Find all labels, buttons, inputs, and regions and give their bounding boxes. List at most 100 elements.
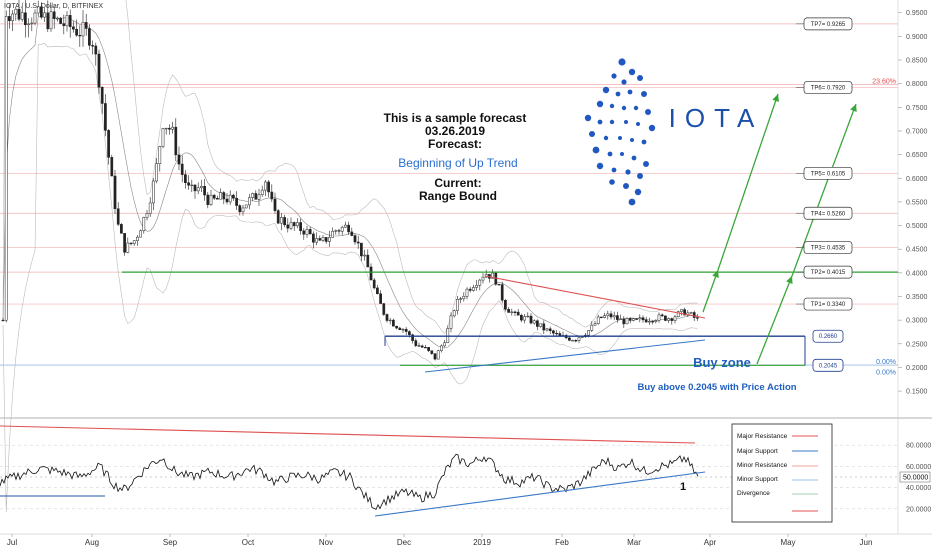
- candle-body: [552, 330, 555, 334]
- candle-body: [321, 237, 325, 241]
- logo-dot: [592, 146, 600, 154]
- candle-body: [356, 241, 360, 244]
- level-badge: [812, 329, 844, 343]
- logo-dot: [628, 68, 636, 76]
- candle-body: [302, 230, 306, 235]
- candle-body: [40, 6, 43, 18]
- candle-body: [78, 34, 82, 37]
- candle-body: [184, 174, 187, 184]
- candle-body: [475, 285, 478, 288]
- candle-body: [283, 217, 286, 226]
- legend-major-support: Major Support: [737, 448, 778, 455]
- candle-body: [456, 299, 459, 311]
- candle-body: [651, 321, 654, 323]
- symbol-header: IOTA / U.S. Dollar, D, BITFINEX: [4, 3, 103, 10]
- forecast-arrow-a2-head: [772, 94, 779, 102]
- candle-body: [248, 197, 251, 206]
- candle-body: [49, 11, 53, 30]
- candle-body: [97, 53, 101, 88]
- candle-body: [113, 175, 117, 209]
- price-tick-label: 0.4000: [906, 270, 928, 277]
- candle-body: [334, 230, 338, 232]
- candle-body: [190, 184, 194, 187]
- logo-dot: [627, 89, 633, 95]
- osc-resistance-line: [0, 425, 696, 444]
- candle-body: [200, 186, 203, 189]
- candle-body: [94, 45, 98, 55]
- price-tick-label: 0.6000: [906, 176, 928, 183]
- candle-body: [433, 353, 437, 360]
- time-tick-label: Apr: [704, 538, 717, 547]
- time-tick-label: Aug: [85, 538, 99, 547]
- candle-body: [120, 224, 123, 234]
- candle-body: [59, 18, 62, 24]
- price-tick-label: 0.3500: [906, 294, 928, 301]
- candle-body: [696, 317, 699, 319]
- candle-body: [648, 321, 651, 323]
- candle-body: [590, 324, 594, 331]
- annotation-current-label: Current:: [434, 176, 481, 190]
- candle-body: [622, 318, 626, 325]
- candle-body: [174, 126, 178, 156]
- candle-body: [654, 320, 658, 322]
- candle-body: [382, 303, 386, 315]
- logo-dot: [611, 167, 617, 173]
- candle-body: [104, 103, 107, 131]
- candle-body: [523, 316, 526, 321]
- candle-body: [673, 316, 677, 321]
- target-label: TP7= 0.9265: [811, 22, 846, 28]
- candle-body: [52, 11, 56, 19]
- candle-body: [193, 184, 197, 192]
- candle-body: [212, 194, 216, 199]
- candle-body: [312, 233, 315, 243]
- candle-body: [148, 202, 152, 214]
- candle-body: [529, 315, 533, 324]
- forecast-annotation: This is a sample forecast 03.26.2019 For…: [384, 111, 527, 203]
- candle-body: [107, 130, 110, 158]
- logo-dot: [621, 105, 627, 111]
- candle-body: [270, 191, 274, 200]
- candle-body: [632, 318, 635, 321]
- candle-body: [225, 198, 229, 203]
- annotation-line1: This is a sample forecast: [384, 111, 527, 125]
- candle-body: [299, 222, 302, 232]
- time-tick-label: Dec: [397, 538, 411, 547]
- candle-body: [635, 318, 638, 320]
- candle-body: [596, 316, 600, 324]
- candle-body: [420, 345, 424, 348]
- candle-body: [536, 320, 539, 327]
- candle-body: [625, 318, 629, 325]
- candle-body: [75, 28, 78, 36]
- lower-band: [2, 43, 698, 513]
- forecast-arrow-a1: [702, 269, 719, 313]
- time-tick-label: Mar: [627, 538, 641, 547]
- candle-body: [180, 163, 184, 175]
- candle-body: [577, 337, 581, 341]
- candle-body: [644, 319, 648, 323]
- candle-body: [43, 12, 46, 18]
- candle-body: [670, 318, 674, 321]
- candle-body: [510, 311, 514, 313]
- price-tick-label: 0.9000: [906, 34, 928, 41]
- osc-divergence-marker: 1: [680, 481, 686, 493]
- forecast-arrow-b1: [756, 275, 793, 365]
- annotation-forecast-value: Beginning of Up Trend: [398, 156, 517, 170]
- candle-body: [395, 325, 398, 329]
- target-badge: [803, 81, 853, 94]
- candle-body: [280, 217, 283, 224]
- candle-body: [430, 350, 434, 354]
- candle-body: [11, 13, 14, 22]
- candle-body: [254, 193, 258, 200]
- candle-body: [363, 254, 366, 257]
- candle-body: [142, 217, 146, 232]
- target-label: TP2= 0.4015: [811, 270, 846, 276]
- moving-average: [2, 15, 698, 349]
- level-badge: [812, 358, 844, 372]
- candle-body: [132, 240, 136, 244]
- candle-body: [65, 15, 69, 27]
- oscillator-line: [0, 453, 699, 510]
- osc-current-label: 50.0000: [903, 475, 928, 482]
- candle-body: [46, 12, 50, 30]
- candle-body: [62, 23, 66, 27]
- target-label: TP1= 0.3340: [811, 302, 846, 308]
